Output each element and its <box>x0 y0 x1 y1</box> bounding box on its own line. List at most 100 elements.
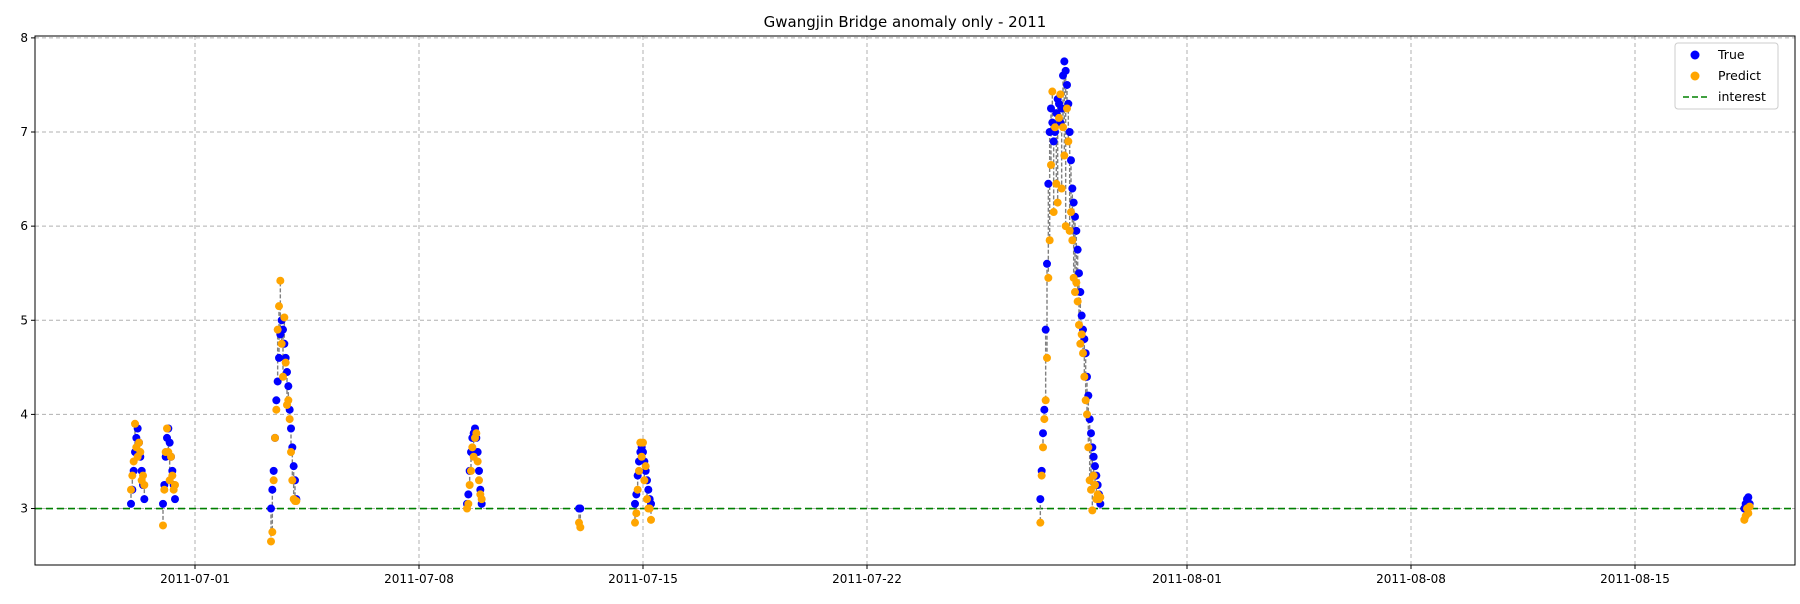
x-tick-label: 2011-07-08 <box>384 572 454 586</box>
predict-point <box>284 396 293 405</box>
points-layer <box>127 57 1754 546</box>
predict-point <box>160 485 169 494</box>
predict-point <box>1091 480 1099 489</box>
y-tick-label: 7 <box>20 125 28 139</box>
predict-point <box>1088 506 1097 515</box>
true-point <box>159 499 167 508</box>
y-tick-label: 5 <box>20 313 28 327</box>
predict-point <box>272 405 281 414</box>
predict-point <box>465 480 474 489</box>
predict-point <box>1047 160 1055 169</box>
predict-point <box>1068 236 1077 245</box>
predict-point <box>288 476 297 485</box>
predict-point <box>464 499 473 508</box>
predict-point <box>1040 415 1049 424</box>
predict-point <box>1049 208 1058 217</box>
true-point <box>1041 325 1050 334</box>
predict-point <box>1080 372 1089 381</box>
predict-point <box>267 537 275 546</box>
true-point <box>1061 66 1070 75</box>
predict-point <box>645 504 654 513</box>
true-point <box>1744 493 1753 502</box>
predict-point <box>468 443 477 452</box>
predict-point <box>473 457 482 466</box>
predict-point <box>633 485 642 494</box>
predict-point <box>643 495 651 504</box>
true-point <box>1072 226 1081 235</box>
predict-point <box>269 476 278 485</box>
true-point <box>289 462 298 471</box>
predict-point <box>135 438 143 447</box>
true-point <box>1077 311 1086 320</box>
predict-point <box>635 466 643 475</box>
predict-point <box>1084 443 1093 452</box>
true-point <box>1049 137 1058 146</box>
predict-point <box>1039 443 1047 452</box>
x-tick-label: 2011-08-08 <box>1376 572 1446 586</box>
plot-frame <box>34 35 1796 566</box>
predict-point <box>1076 339 1085 348</box>
legend: True Predict interest <box>1674 42 1779 110</box>
predict-point <box>159 521 167 530</box>
predict-point <box>292 496 301 505</box>
y-tick-label: 3 <box>20 502 28 516</box>
predict-point <box>140 480 149 489</box>
true-point <box>269 466 278 475</box>
true-point <box>127 499 135 508</box>
predict-point <box>1063 104 1071 113</box>
true-point <box>272 396 281 405</box>
predict-point <box>279 372 287 381</box>
y-tick-label: 6 <box>20 219 28 233</box>
predict-point <box>1056 90 1065 99</box>
true-point <box>1065 128 1074 137</box>
predict-point <box>631 518 639 527</box>
predict-point <box>171 480 179 489</box>
true-point <box>171 495 179 504</box>
x-tick-label: 2011-07-01 <box>160 572 230 586</box>
true-point <box>1075 269 1083 278</box>
true-point <box>1069 198 1078 207</box>
predict-point <box>1073 297 1082 306</box>
axis-layer: 3 4 5 6 7 8 2011-07-01 2011-07-08 2011-07-15 2011… <box>20 31 1670 586</box>
predict-point <box>1037 471 1046 480</box>
predict-point <box>1044 273 1053 282</box>
predict-point <box>127 485 135 494</box>
predict-point <box>1041 396 1050 405</box>
predict-point <box>277 339 286 348</box>
true-point <box>1073 245 1082 254</box>
predict-point <box>467 466 475 475</box>
predict-point <box>280 313 289 322</box>
x-tick-label: 2011-07-22 <box>832 572 902 586</box>
predict-point <box>1057 184 1066 193</box>
chart-title: Gwangjin Bridge anomaly only - 2011 <box>764 13 1047 31</box>
true-point <box>1036 495 1045 504</box>
predict-point <box>632 509 641 518</box>
true-point <box>1060 57 1069 66</box>
true-point <box>1068 184 1077 193</box>
true-point <box>1040 405 1049 414</box>
true-point <box>631 499 639 508</box>
legend-marker-true <box>1690 50 1700 60</box>
true-point <box>1091 462 1099 471</box>
legend-label-predict: Predict <box>1718 68 1761 83</box>
predict-point <box>1067 208 1075 217</box>
true-point <box>1047 104 1055 113</box>
predict-point <box>1053 198 1062 207</box>
predict-point <box>139 471 147 480</box>
true-point <box>287 424 295 433</box>
predict-point <box>168 471 177 480</box>
predict-point <box>128 471 137 480</box>
predict-point <box>1055 113 1063 122</box>
predict-point <box>273 325 282 334</box>
true-point <box>1067 156 1075 165</box>
true-point <box>475 466 483 475</box>
true-point <box>576 504 585 513</box>
true-point <box>165 438 174 447</box>
true-point <box>268 485 277 494</box>
predict-point <box>285 415 294 424</box>
predict-point <box>1036 518 1045 527</box>
predict-point <box>475 476 483 485</box>
y-tick-label: 4 <box>20 407 28 421</box>
